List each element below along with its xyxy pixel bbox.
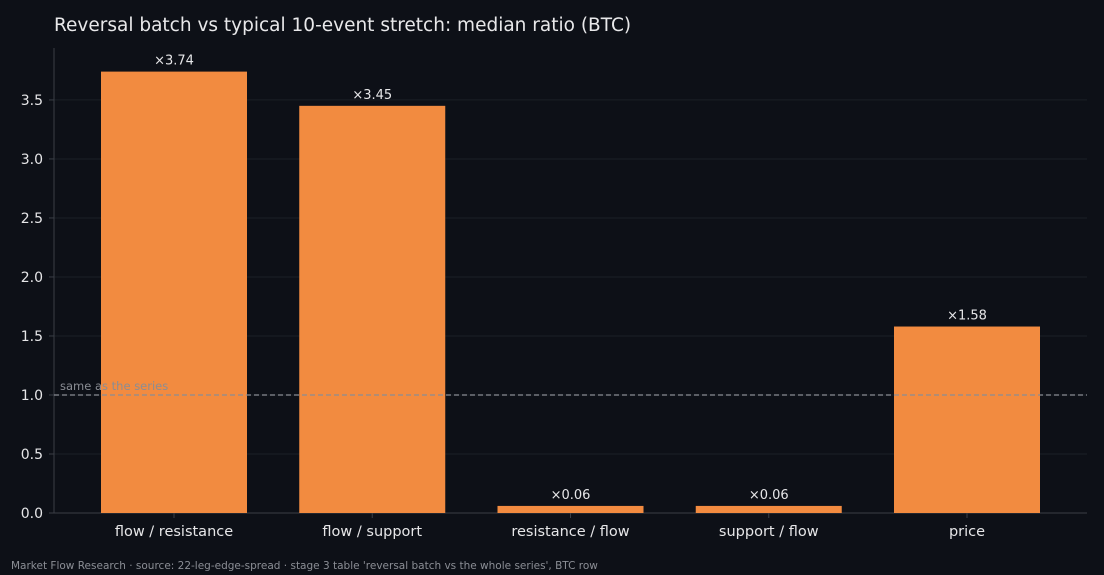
- bar: [101, 71, 247, 513]
- x-category-label: resistance / flow: [511, 524, 629, 540]
- y-tick-label: 0.0: [21, 506, 43, 522]
- labels: 0.0 0.5 1.0 1.5 2.0 2.5 3.0 3.5 flow / resistanc…: [21, 54, 987, 540]
- bar: [299, 105, 446, 513]
- reference-line-label: same as the series: [60, 379, 168, 393]
- bar-value-label: ×1.58: [947, 309, 987, 324]
- bar-value-label: ×0.06: [749, 488, 789, 503]
- y-tick-label: 1.0: [21, 388, 43, 404]
- x-category-label: support / flow: [719, 524, 819, 540]
- source-footer: Market Flow Research · source: 22-leg-ed…: [11, 560, 598, 572]
- y-tick-label: 0.5: [21, 447, 43, 463]
- bar-value-label: ×3.74: [154, 54, 194, 69]
- bar: [695, 505, 842, 513]
- bar-value-label: ×0.06: [551, 488, 591, 503]
- bar-value-label: ×3.45: [352, 88, 392, 103]
- chart-title: Reversal batch vs typical 10-event stret…: [54, 15, 632, 36]
- y-tick-label: 2.5: [21, 211, 43, 227]
- x-category-label: flow / resistance: [115, 524, 233, 540]
- y-tick-label: 1.5: [21, 329, 43, 345]
- y-tick-label: 3.5: [21, 93, 43, 109]
- bar: [497, 505, 644, 513]
- x-category-label: price: [949, 524, 985, 540]
- reference-line-group: same as the series: [54, 379, 1087, 396]
- y-tick-label: 2.0: [21, 270, 43, 286]
- bars: [101, 71, 1040, 513]
- bar: [894, 326, 1040, 513]
- y-tick-label: 3.0: [21, 152, 43, 168]
- x-category-label: flow / support: [322, 524, 422, 540]
